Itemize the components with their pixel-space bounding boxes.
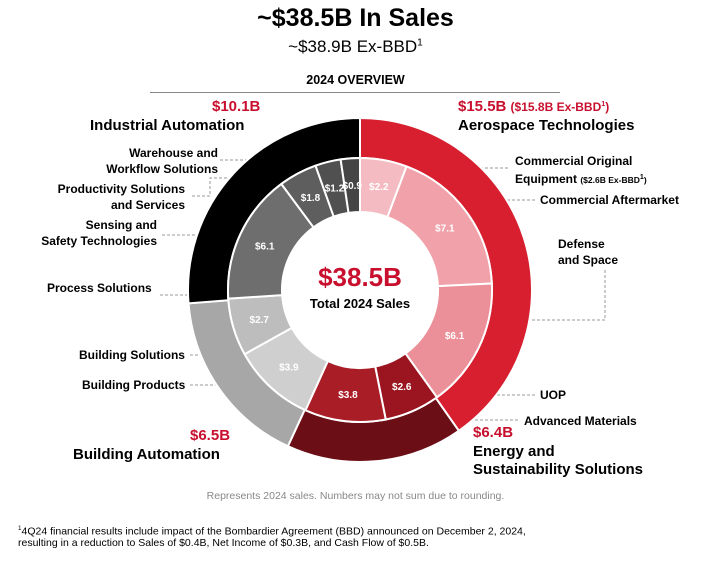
- subtitle-footnote-marker: 1: [417, 37, 423, 49]
- label-building-solutions: Building Solutions: [79, 348, 185, 362]
- slice-label-process-solutions: $6.1: [255, 241, 275, 252]
- label-coe-line2: Equipment ($2.6B Ex-BBD1): [515, 169, 647, 188]
- industrial-automation-title: Industrial Automation: [90, 117, 245, 134]
- label-productivity: Productivity Solutions and Services: [42, 181, 185, 213]
- aerospace-exbbd-text: ($15.8B Ex-BBD: [510, 100, 602, 114]
- label-coe-note: ($2.6B Ex-BBD1): [580, 173, 647, 185]
- label-commercial-aftermarket: Commercial Aftermarket: [540, 193, 679, 207]
- subtitle-text: ~$38.9B Ex-BBD: [288, 37, 418, 56]
- overview-label: 2024 OVERVIEW: [306, 73, 405, 87]
- bbd-note-marker: 1: [18, 525, 22, 532]
- slice-label-building-products: $3.9: [279, 363, 299, 374]
- building-automation-title: Building Automation: [73, 446, 220, 463]
- bbd-note-line1: 14Q24 financial results include impact o…: [18, 522, 526, 539]
- slice-label-productivity-solutions-and-services: $1.2: [325, 184, 345, 195]
- aerospace-exbbd-marker: 1: [601, 99, 606, 108]
- inner-ring: [227, 156, 493, 423]
- energy-title-line2: Sustainability Solutions: [473, 461, 644, 478]
- slice-label-commercial-aftermarket: $7.1: [435, 224, 455, 235]
- label-defense-line2: and Space: [558, 253, 619, 267]
- label-coe-note-text: ($2.6B Ex-BBD: [580, 174, 640, 185]
- label-coe-note-marker: 1: [639, 173, 644, 181]
- label-coe-line2-text: Equipment: [515, 171, 577, 186]
- bbd-note-line2: resulting in a reduction to Sales of $0.…: [18, 537, 429, 549]
- label-advanced-materials: Advanced Materials: [524, 414, 637, 428]
- slice-label-defense-and-space: $6.1: [445, 331, 465, 342]
- slice-label-warehouse-and-workflow-solutions: $0.9: [343, 181, 363, 192]
- label-building-products: Building Products: [82, 378, 186, 392]
- label-warehouse: Warehouse and Workflow Solutions: [100, 145, 218, 177]
- aerospace-value-exbbd: ($15.8B Ex-BBD1): [510, 99, 610, 114]
- label-sensing-line1: Sensing and: [85, 218, 157, 232]
- center-total-value: $38.5B: [318, 262, 402, 292]
- aerospace-exbbd-close: ): [605, 100, 610, 114]
- slice-label-sensing-and-safety-technologies: $1.8: [301, 193, 321, 204]
- label-productivity-line2: and Services: [110, 198, 185, 212]
- energy-title-line1: Energy and: [473, 443, 555, 460]
- label-sensing-line2: Safety Technologies: [41, 234, 157, 248]
- label-warehouse-line1: Warehouse and: [129, 146, 218, 160]
- label-defense-line1: Defense: [558, 237, 605, 251]
- bbd-note-line1-text: 4Q24 financial results include impact of…: [21, 525, 526, 538]
- inner-slice-warehouse-and-workflow-solutions: [339, 156, 361, 214]
- rounding-footnote: Represents 2024 sales. Numbers may not s…: [206, 490, 505, 502]
- leader-defense: [520, 270, 606, 321]
- industrial-automation-value: $10.1B: [212, 98, 261, 115]
- label-coe-line1: Commercial Original: [515, 154, 633, 168]
- aerospace-title: Aerospace Technologies: [458, 117, 635, 134]
- label-productivity-line1: Productivity Solutions: [57, 182, 185, 196]
- slice-label-building-solutions: $2.7: [250, 315, 270, 326]
- overview-divider: [150, 92, 560, 93]
- center-total-label: Total 2024 Sales: [310, 296, 410, 311]
- slice-label-advanced-materials: $3.8: [338, 390, 358, 401]
- label-uop: UOP: [540, 388, 567, 402]
- energy-value: $6.4B: [473, 424, 514, 441]
- inner-slice-labels: $2.2 $7.1 $6.1 $2.6 $3.8 $3.9 $2.7 $6.1 $1.8 $1.2…: [250, 181, 465, 401]
- label-process-solutions: Process Solutions: [47, 281, 152, 295]
- label-defense: Defense and Space: [558, 236, 618, 268]
- page-title: ~$38.5B In Sales: [257, 4, 454, 32]
- label-coe: Commercial Original Equipment ($2.6B Ex-…: [515, 153, 647, 188]
- label-warehouse-line2: Workflow Solutions: [106, 162, 218, 176]
- label-coe-note-close: ): [643, 174, 647, 185]
- building-automation-value: $6.5B: [190, 427, 231, 444]
- slice-label-uop: $2.6: [392, 382, 412, 393]
- slice-label-commercial-original-equipment: $2.2: [369, 182, 389, 193]
- aerospace-value: $15.5B ($15.8B Ex-BBD1): [458, 98, 609, 115]
- label-sensing: Sensing and Safety Technologies: [28, 217, 157, 249]
- page-subtitle: ~$38.9B Ex-BBD1: [0, 37, 711, 57]
- aerospace-value-main: $15.5B: [458, 98, 507, 115]
